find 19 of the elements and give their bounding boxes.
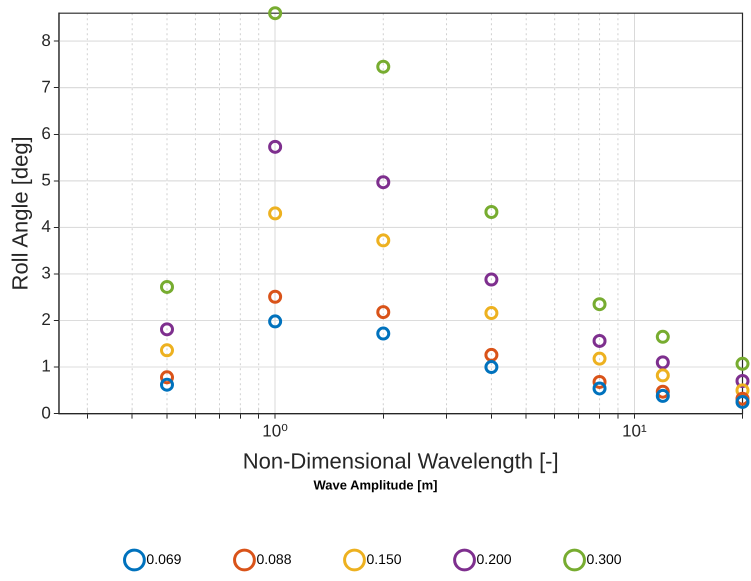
legend-label: 0.150 (366, 550, 402, 567)
x-tick-label: 10⁰ (262, 421, 288, 440)
legend-label: 0.300 (586, 550, 622, 567)
y-tick-label: 8 (41, 30, 51, 50)
y-axis-title: Roll Angle [deg] (7, 136, 32, 290)
legend-title: Wave Amplitude [m] (314, 477, 438, 492)
y-tick-label: 1 (41, 356, 51, 376)
legend-label: 0.088 (256, 550, 292, 567)
legend-label: 0.200 (476, 550, 512, 567)
y-tick-label: 4 (41, 217, 51, 236)
x-axis-title: Non-Dimensional Wavelength [-] (242, 448, 559, 474)
y-tick-label: 6 (41, 124, 51, 143)
legend-label: 0.069 (146, 550, 182, 567)
x-tick-label: 10¹ (622, 421, 647, 440)
y-tick-label: 5 (41, 170, 51, 190)
y-tick-label: 7 (41, 77, 51, 96)
y-tick-label: 3 (41, 264, 51, 283)
y-tick-label: 0 (41, 403, 51, 422)
y-tick-label: 2 (41, 310, 51, 330)
